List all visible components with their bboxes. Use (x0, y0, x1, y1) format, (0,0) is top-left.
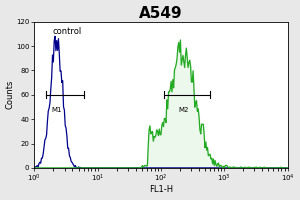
Title: A549: A549 (139, 6, 183, 21)
Text: M1: M1 (51, 107, 62, 113)
Text: control: control (52, 27, 81, 36)
Text: M2: M2 (178, 107, 188, 113)
Y-axis label: Counts: Counts (6, 80, 15, 109)
X-axis label: FL1-H: FL1-H (149, 185, 173, 194)
